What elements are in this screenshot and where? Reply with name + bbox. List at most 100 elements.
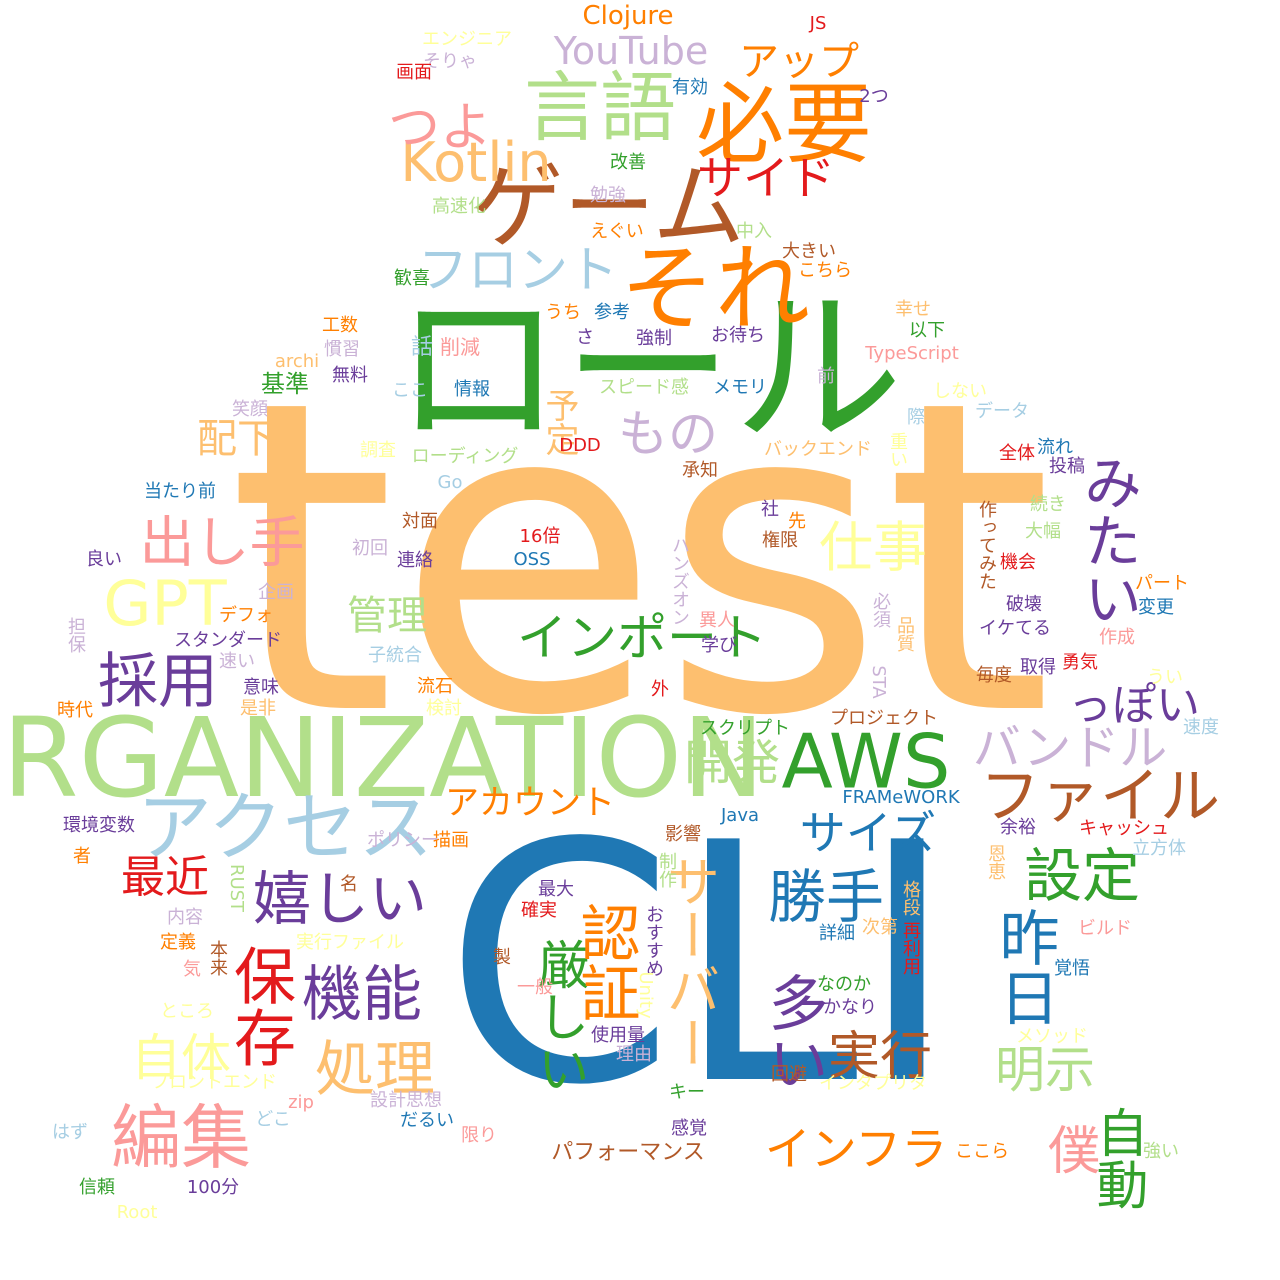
word-item: うい [1147, 667, 1183, 688]
word-item: 全体 [999, 443, 1035, 464]
word-item: 編集 [111, 1097, 251, 1179]
word-item: 先 [788, 511, 806, 532]
word-item: 勉強 [590, 185, 626, 206]
word-item: RUST [226, 863, 247, 913]
word-item: 多い [758, 972, 828, 1092]
word-item: 有効 [672, 77, 708, 98]
word-item: 笑顔 [232, 399, 268, 420]
word-item: 理由 [616, 1044, 652, 1065]
word-item: アップ [739, 39, 859, 85]
word-item: 品質 [894, 616, 915, 652]
word-item: はず [52, 1122, 88, 1143]
word-item: 確実 [521, 900, 557, 921]
word-item: 詳細 [819, 923, 855, 944]
word-item: そりゃ [423, 51, 477, 72]
word-item: 余裕 [1000, 817, 1036, 838]
word-item: 是非 [240, 698, 276, 719]
word-item: 立方体 [1132, 838, 1186, 859]
word-item: Root [116, 1202, 158, 1223]
word-item: スタンダード [174, 630, 282, 651]
word-item: 2つ [859, 86, 889, 107]
word-item: 必要 [695, 73, 873, 176]
word-item: STA [868, 665, 889, 699]
word-item: メソッド [1016, 1026, 1088, 1047]
word-item: ビルド [1078, 918, 1132, 939]
word-item: ハンズオン [669, 536, 690, 626]
word-item: 言語 [524, 63, 676, 152]
word-item: 気 [183, 959, 201, 980]
word-item: 環境変数 [63, 815, 135, 836]
word-item: データ [975, 401, 1029, 422]
word-item: 外 [651, 679, 669, 700]
word-item: 設定 [1023, 842, 1141, 910]
word-item: 当たり前 [144, 481, 216, 502]
word-item: 意味 [243, 677, 279, 698]
word-item: ロール [392, 271, 904, 469]
word-item: 本来 [207, 940, 228, 976]
word-item: 取得 [1020, 657, 1056, 678]
word-item: 格段 [900, 880, 921, 916]
word-item: 速い [219, 651, 255, 672]
word-item: 名 [340, 874, 358, 895]
word-item: 描画 [433, 830, 469, 851]
word-item: 子統合 [368, 645, 422, 666]
word-item: バンドル [972, 720, 1168, 776]
word-item: 無料 [332, 365, 368, 386]
word-item: 高速化 [432, 196, 486, 217]
word-item: 一般 [517, 977, 553, 998]
word-item: 学び [701, 635, 737, 656]
word-item: 影響 [665, 824, 701, 845]
word-item: ここら [955, 1141, 1009, 1162]
word-item: 定義 [160, 932, 196, 953]
word-item: ローディング [411, 446, 519, 467]
word-item: 投稿 [1049, 456, 1085, 477]
word-item: 異人 [699, 610, 735, 631]
word-item: どこ [255, 1109, 291, 1130]
word-item: 実行 [827, 1027, 933, 1087]
word-item: 参考 [594, 302, 630, 323]
word-item: 者 [73, 846, 91, 867]
word-item: サーバー [657, 854, 720, 1070]
word-item: 以下 [909, 320, 945, 341]
word-item: ここ [392, 380, 428, 401]
word-item: 再利用 [900, 921, 921, 975]
word-item: 感覚 [671, 1118, 707, 1139]
word-item: 作ってみた [976, 500, 997, 590]
word-item: お待ち [711, 325, 765, 346]
word-item: 最大 [538, 879, 574, 900]
word-item: DDD [559, 435, 601, 456]
word-item: CLI [444, 773, 956, 1157]
word-item: 信頼 [79, 1177, 115, 1198]
word-item: 認証 [570, 902, 640, 1022]
word-item: もの [618, 405, 718, 463]
word-item: ポリシー [367, 830, 439, 851]
word-item: かなり [823, 997, 877, 1018]
word-item: 仕事 [819, 516, 927, 579]
word-item: 回避 [771, 1064, 807, 1085]
word-item: うち [545, 302, 581, 323]
word-item: 続き [1030, 494, 1066, 515]
word-item: バックエンド [764, 439, 872, 460]
word-item: 対面 [402, 511, 438, 532]
word-item: パート [1135, 573, 1189, 594]
word-item: YouTube [553, 29, 709, 73]
word-item: さ [576, 327, 594, 348]
word-item: archi [274, 351, 320, 372]
word-item: インポート [517, 609, 767, 667]
word-item: スピード感 [599, 377, 689, 398]
word-item: 機能 [302, 960, 422, 1030]
word-item: 出し手 [139, 510, 305, 575]
word-item: メモリ [713, 377, 767, 398]
word-item: だるい [400, 1110, 454, 1131]
word-item: Unity [635, 971, 656, 1019]
word-item: 覚悟 [1054, 958, 1090, 979]
word-item: 作成 [1099, 627, 1135, 648]
word-item: 重い [887, 432, 908, 468]
word-item: 速度 [1183, 717, 1219, 738]
word-item: スクリプト [700, 718, 790, 739]
word-item: エンジニア [422, 29, 512, 50]
word-item: zip [288, 1092, 314, 1113]
word-item: 話 [410, 335, 434, 360]
word-item: なのか [817, 974, 871, 995]
